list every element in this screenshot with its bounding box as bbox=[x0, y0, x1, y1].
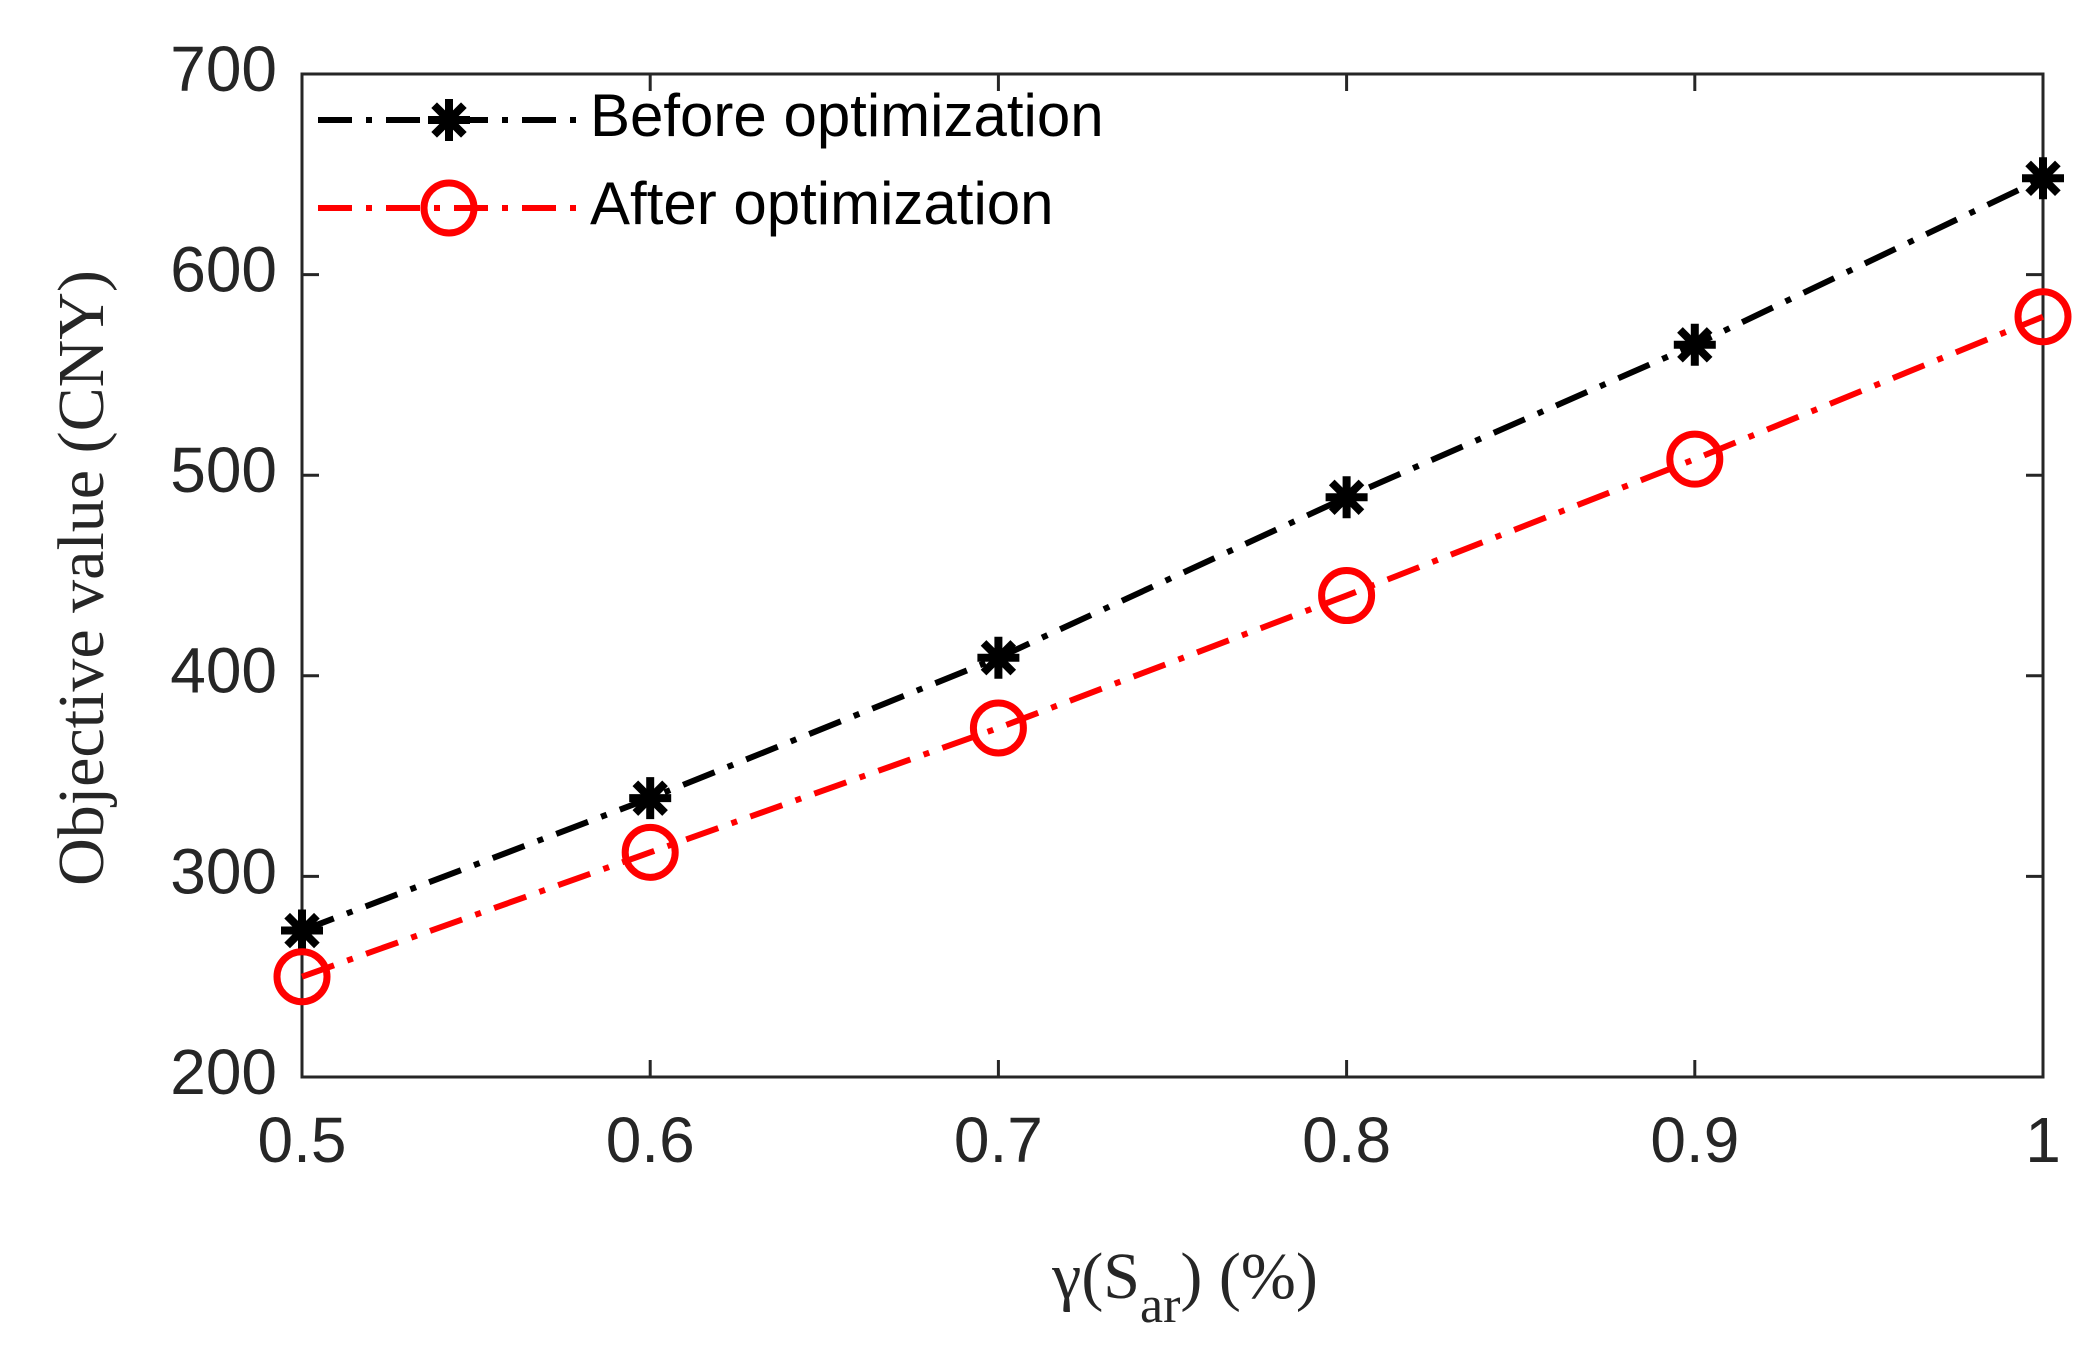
series-layer bbox=[273, 157, 2072, 1006]
x-axis-title-subscript: ar bbox=[1140, 1277, 1180, 1334]
legend-marker-after-optimization bbox=[420, 179, 478, 237]
data-point-before-optimization bbox=[977, 636, 1020, 679]
y-tick-label: 600 bbox=[170, 234, 277, 306]
x-axis-title-symbol: γ(S bbox=[1051, 1240, 1140, 1313]
asterisk-stroke bbox=[632, 780, 668, 816]
data-point-before-optimization bbox=[629, 777, 672, 820]
y-tick-label: 200 bbox=[170, 1036, 277, 1108]
x-tick-label: 1 bbox=[2025, 1104, 2061, 1176]
asterisk-stroke bbox=[1677, 327, 1713, 363]
x-tick-label: 0.7 bbox=[954, 1104, 1043, 1176]
asterisk-stroke bbox=[431, 102, 467, 138]
series-line-before-optimization bbox=[300, 175, 2045, 934]
x-tick-label: 0.9 bbox=[1650, 1104, 1739, 1176]
data-point-before-optimization bbox=[2022, 157, 2064, 200]
x-axis-title-suffix: ) (%) bbox=[1180, 1240, 1317, 1313]
asterisk-stroke bbox=[284, 912, 320, 949]
x-axis-title: γ(Sar) (%) bbox=[1051, 1240, 1318, 1334]
x-tick-label: 0.8 bbox=[1302, 1104, 1391, 1176]
axes: 0.5 0.6 0.7 0.8 0.9 1 200 300 400 500 600 700 bbox=[170, 33, 2061, 1176]
plot-frame bbox=[300, 72, 2045, 1079]
y-tick-label: 300 bbox=[170, 835, 277, 907]
data-point-after-optimization bbox=[621, 823, 679, 881]
data-point-after-optimization bbox=[969, 699, 1027, 757]
data-point-before-optimization bbox=[281, 909, 323, 952]
legend-marker-before-optimization bbox=[428, 99, 470, 141]
y-axis-title: Objective value (CNY) bbox=[45, 270, 118, 886]
data-point-after-optimization bbox=[1318, 567, 1376, 625]
x-tick-label: 0.6 bbox=[606, 1104, 695, 1176]
y-tick-label: 400 bbox=[170, 635, 277, 707]
y-tick-label: 700 bbox=[170, 33, 277, 105]
series-line-after-optimization bbox=[300, 313, 2045, 980]
data-point-after-optimization bbox=[2014, 288, 2072, 346]
asterisk-stroke bbox=[2025, 160, 2061, 196]
asterisk-stroke bbox=[1328, 479, 1365, 515]
data-point-after-optimization bbox=[273, 948, 331, 1006]
data-point-after-optimization bbox=[1666, 430, 1724, 488]
x-tick-label: 0.5 bbox=[258, 1104, 347, 1176]
data-point-before-optimization bbox=[1673, 323, 1716, 366]
y-tick-label: 500 bbox=[170, 434, 277, 506]
legend: Before optimization After optimization bbox=[318, 82, 1104, 237]
legend-label-before-optimization: Before optimization bbox=[590, 82, 1104, 149]
legend-label-after-optimization: After optimization bbox=[590, 170, 1054, 237]
asterisk-stroke bbox=[980, 640, 1017, 676]
data-point-before-optimization bbox=[1325, 476, 1368, 519]
